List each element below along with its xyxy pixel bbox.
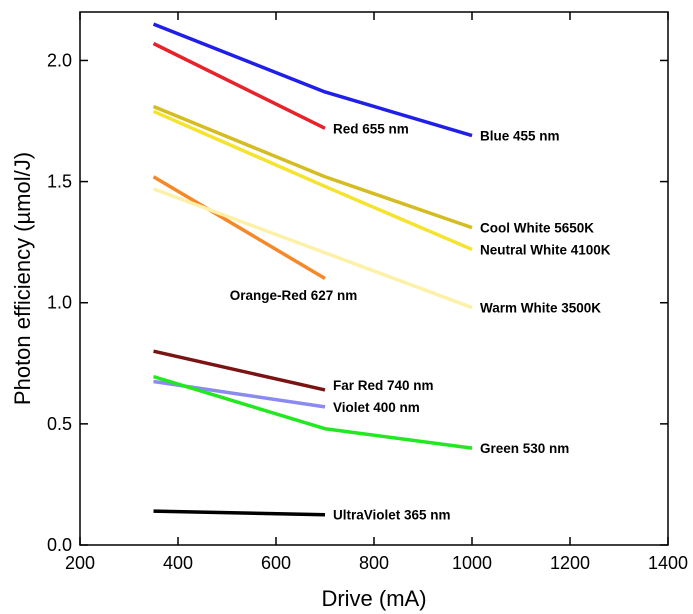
series-label-cool-white-5650k: Cool White 5650K xyxy=(480,221,594,236)
series-label-green-530-nm: Green 530 nm xyxy=(480,441,569,456)
series-labels: Blue 455 nm Red 655 nm Cool White 5650K Neu… xyxy=(230,121,611,522)
series-label-blue-455-nm: Blue 455 nm xyxy=(480,129,560,144)
y-tick-label: 0.0 xyxy=(47,535,72,555)
x-tick-label: 1400 xyxy=(648,553,688,573)
series-label-far-red-740-nm: Far Red 740 nm xyxy=(333,378,434,393)
y-tick-label: 1.0 xyxy=(47,293,72,313)
series-line-blue-455-nm xyxy=(152,22,473,138)
x-axis: 200 400 600 800 1000 1200 1400 xyxy=(65,12,688,573)
series-line-neutral-white-4100k xyxy=(152,109,473,252)
y-tick-label: 1.5 xyxy=(47,172,72,192)
series-label-red-655-nm: Red 655 nm xyxy=(333,121,409,136)
series-label-violet-400-nm: Violet 400 nm xyxy=(333,400,420,415)
series-label-orange-red-627-nm: Orange-Red 627 nm xyxy=(230,288,358,303)
series-line-green-530-nm xyxy=(152,374,473,450)
x-tick-label: 600 xyxy=(261,553,291,573)
y-axis: 0.0 0.5 1.0 1.5 2.0 xyxy=(47,50,668,555)
series-line-ultraviolet-365-nm xyxy=(153,509,326,517)
series-label-warm-white-3500k: Warm White 3500K xyxy=(480,301,601,316)
series-line-warm-white-3500k xyxy=(152,187,473,310)
x-axis-title: Drive (mA) xyxy=(321,586,426,611)
series-line-far-red-740-nm xyxy=(153,349,326,392)
x-tick-label: 1200 xyxy=(550,553,590,573)
y-tick-label: 2.0 xyxy=(47,50,72,70)
x-tick-label: 800 xyxy=(359,553,389,573)
series-line-red-655-nm xyxy=(152,41,326,130)
series-line-cool-white-5650k xyxy=(152,104,473,230)
x-tick-label: 200 xyxy=(65,553,95,573)
x-tick-label: 400 xyxy=(163,553,193,573)
plot-lines xyxy=(152,22,473,517)
series-label-ultraviolet-365-nm: UltraViolet 365 nm xyxy=(333,508,451,523)
y-axis-title: Photon efficiency (µmol/J) xyxy=(10,152,35,405)
series-label-neutral-white-4100k: Neutral White 4100K xyxy=(480,242,611,257)
y-tick-label: 0.5 xyxy=(47,414,72,434)
series-line-orange-red-627-nm xyxy=(152,175,326,281)
x-tick-label: 1000 xyxy=(452,553,492,573)
plot-frame xyxy=(79,11,669,546)
